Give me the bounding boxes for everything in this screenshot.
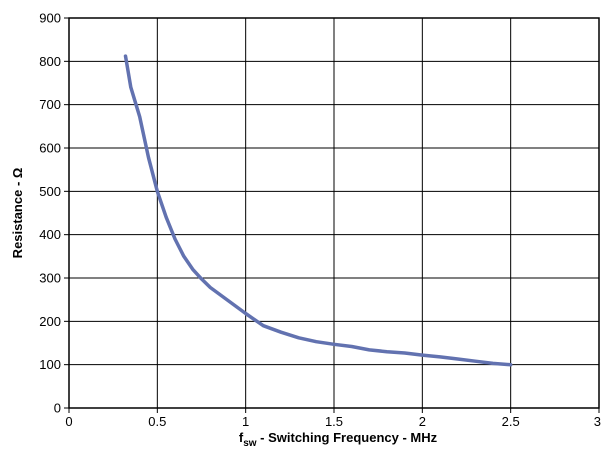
y-tick-label: 0 — [54, 401, 61, 416]
plot-frame — [68, 17, 600, 409]
x-axis-label-prefix: f — [239, 430, 244, 445]
x-tick-label: 2 — [419, 414, 426, 429]
series-line — [123, 54, 513, 367]
x-axis-label-rest: - Switching Frequency - MHz — [257, 430, 438, 445]
x-tick-label: 3 — [594, 414, 601, 429]
y-tick-label: 100 — [39, 357, 61, 372]
series-layer — [123, 54, 513, 367]
y-tick-label: 700 — [39, 97, 61, 112]
x-tick-label: 0.5 — [148, 414, 166, 429]
grid — [64, 17, 600, 413]
y-tick-labels: 0 100 200 300 400 500 600 700 800 900 — [39, 11, 61, 416]
x-tick-label: 1.5 — [325, 414, 343, 429]
y-tick-label: 300 — [39, 271, 61, 286]
x-tick-label: 2.5 — [502, 414, 520, 429]
x-axis-label: fsw - Switching Frequency - MHz — [239, 430, 438, 449]
y-tick-label: 800 — [39, 54, 61, 69]
x-tick-label: 0 — [65, 414, 72, 429]
y-tick-label: 500 — [39, 184, 61, 199]
y-tick-label: 900 — [39, 11, 61, 26]
y-tick-label: 600 — [39, 141, 61, 156]
x-tick-labels: 0 0.5 1 1.5 2 2.5 3 — [65, 414, 601, 429]
y-axis-label: Resistance - Ω — [10, 168, 25, 259]
y-tick-label: 200 — [39, 314, 61, 329]
y-tick-label: 400 — [39, 227, 61, 242]
x-axis-label-subscript: sw — [243, 438, 257, 449]
x-tick-label: 1 — [242, 414, 249, 429]
